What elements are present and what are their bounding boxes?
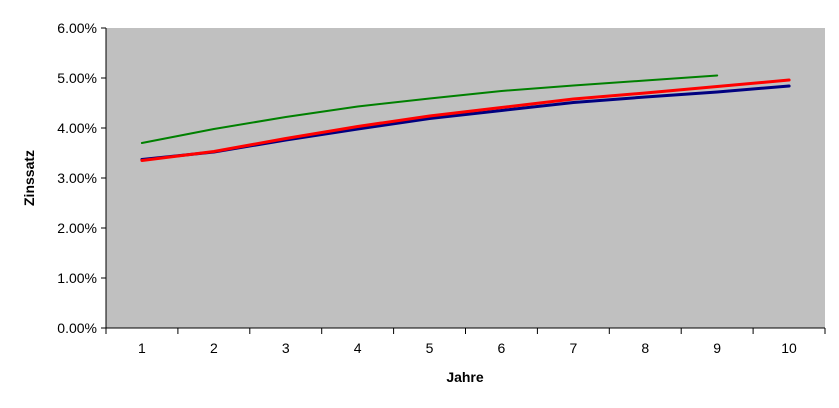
series-layer [140, 74, 791, 162]
x-tick-label: 10 [781, 340, 797, 356]
y-tick-label: 4.00% [57, 120, 97, 136]
x-tick-label: 6 [498, 340, 506, 356]
y-axis: 0.00% 1.00% 2.00% 3.00% 4.00% 5.00% 6.00% [57, 20, 107, 336]
series-line-3 [140, 78, 791, 162]
y-tick-label: 2.00% [57, 220, 97, 236]
x-tick-label: 3 [282, 340, 290, 356]
plot-area [106, 28, 825, 328]
x-tick-label: 4 [354, 340, 362, 356]
x-tick-label: 8 [641, 340, 649, 356]
x-tick-label: 7 [569, 340, 577, 356]
y-tick-label: 5.00% [57, 70, 97, 86]
x-tick-label: 1 [138, 340, 146, 356]
x-tick-label: 9 [713, 340, 721, 356]
x-tick-label: 2 [210, 340, 218, 356]
y-axis-title: Zinssatz [21, 150, 37, 206]
x-axis-title: Jahre [446, 369, 484, 385]
series-line-1 [140, 74, 719, 144]
x-axis: 1 2 3 4 5 6 7 8 9 10 [105, 327, 826, 356]
y-tick-label: 0.00% [57, 320, 97, 336]
y-tick-label: 3.00% [57, 170, 97, 186]
y-tick-label: 6.00% [57, 20, 97, 36]
x-tick-label: 5 [426, 340, 434, 356]
y-tick-label: 1.00% [57, 270, 97, 286]
